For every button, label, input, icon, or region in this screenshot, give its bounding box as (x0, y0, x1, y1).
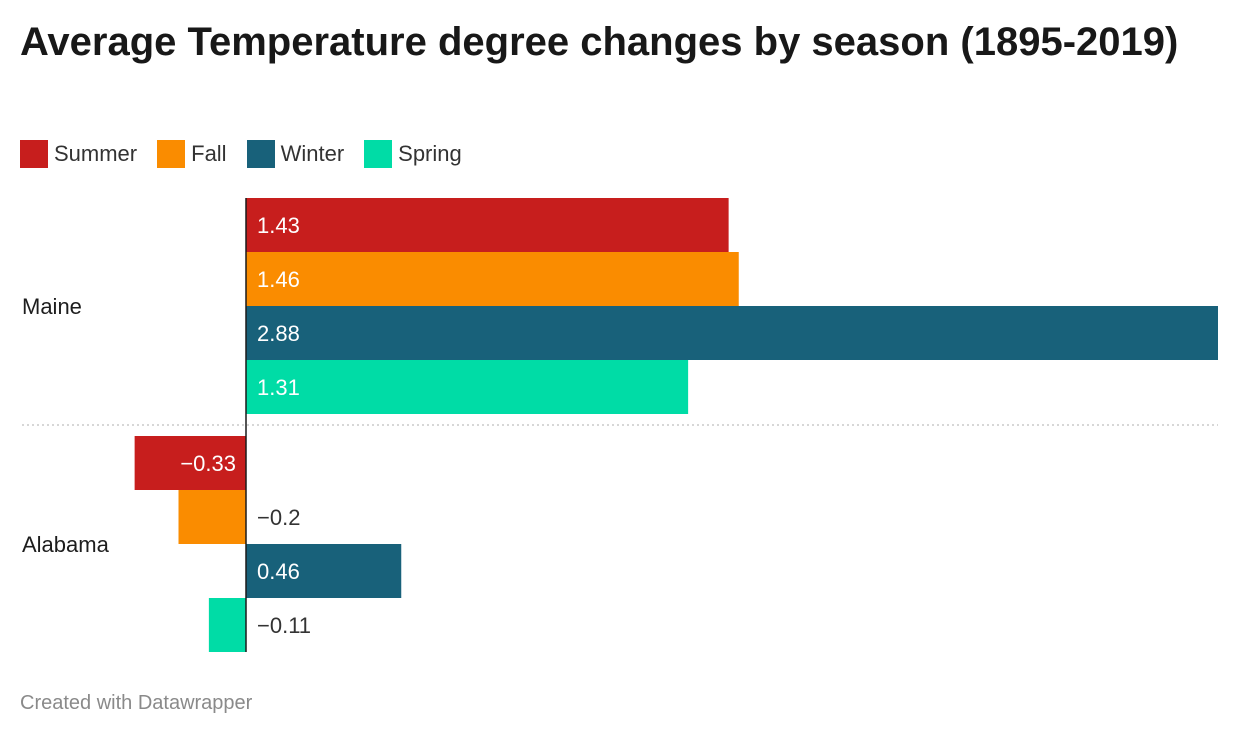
legend-item-spring: Spring (364, 140, 462, 168)
value-label-spring-maine: 1.31 (257, 375, 300, 400)
legend-item-fall: Fall (157, 140, 227, 168)
value-label-winter-alabama: 0.46 (257, 559, 300, 584)
footer-credit: Created with Datawrapper (20, 692, 253, 714)
value-label-fall-maine: 1.46 (257, 267, 300, 292)
legend-label-winter: Winter (280, 141, 345, 166)
legend-label-fall: Fall (191, 141, 227, 166)
legend-swatch-winter (246, 140, 275, 168)
chart-title: Average Temperature degree changes by se… (20, 20, 1179, 64)
bar-spring-maine (246, 360, 689, 414)
bar-winter-maine (246, 306, 1218, 360)
value-label-summer-alabama: −0.33 (180, 451, 236, 476)
value-label-spring-alabama: −0.11 (257, 613, 311, 638)
value-label-fall-alabama: −0.2 (257, 505, 300, 530)
value-label-winter-maine: 2.88 (257, 321, 300, 346)
bar-fall-alabama (178, 490, 246, 544)
legend-swatch-summer (20, 140, 48, 168)
legend-swatch-spring (364, 140, 393, 168)
bar-summer-maine (246, 198, 729, 252)
category-label-alabama: Alabama (22, 532, 110, 557)
legend-swatch-fall (157, 140, 186, 168)
legend: Summer Fall Winter Spring (20, 140, 482, 168)
legend-item-winter: Winter (246, 140, 345, 168)
bar-spring-alabama (208, 598, 246, 652)
bar-fall-maine (246, 252, 739, 306)
bar-winter-alabama (246, 544, 402, 598)
legend-label-summer: Summer (54, 141, 138, 166)
bar-summer-alabama (134, 436, 246, 490)
value-label-summer-maine: 1.43 (257, 213, 300, 238)
legend-label-spring: Spring (398, 141, 462, 166)
category-label-maine: Maine (22, 294, 82, 319)
legend-item-summer: Summer (20, 140, 137, 168)
